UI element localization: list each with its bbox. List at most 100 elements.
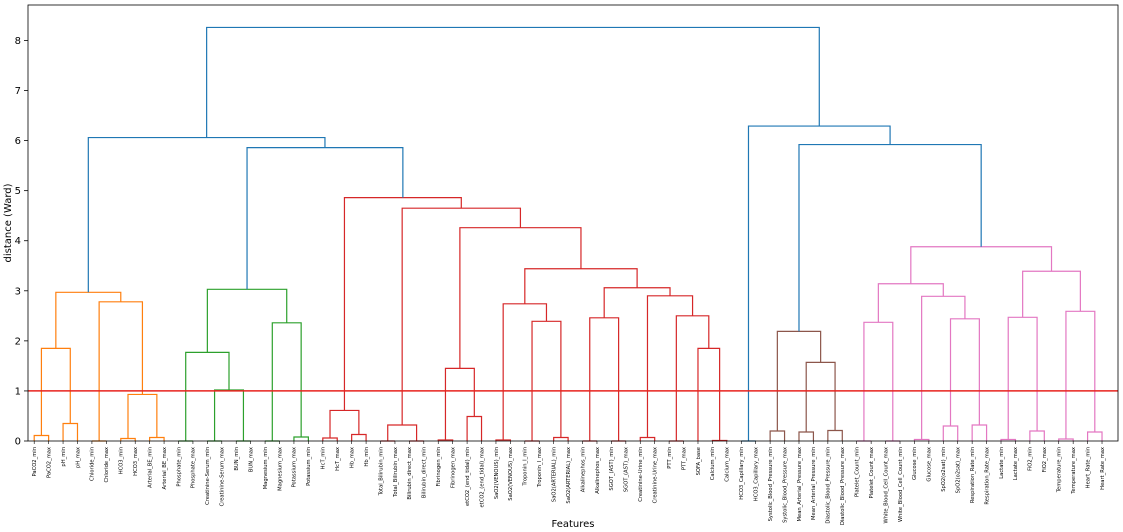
plot-background — [28, 5, 1118, 441]
leaf-label: Arterial_BE_min — [147, 447, 153, 488]
merge-link-g4 — [213, 389, 245, 441]
merge-link-r2 — [351, 433, 367, 441]
leaf-label: SaO2(VENOUS)_max — [508, 447, 514, 501]
leaf-label: Magnesium_max — [277, 447, 283, 491]
y-tick-label: 4 — [15, 236, 21, 247]
leaf-label: Creatinine-Urine_max — [652, 447, 658, 503]
leaf-label: Troponin_I_max — [537, 447, 543, 488]
leaf-label: HcT_min — [321, 447, 327, 469]
leaf-label: Glucose_min — [912, 447, 918, 480]
leaf-label: White_Blood_Cell_Count_max — [883, 447, 889, 524]
leaf-label: Diastolic_Blood_Pressure_min — [826, 447, 832, 524]
merge-link-r1 — [322, 437, 338, 441]
leaf-label: HCO3_Capillary_max — [754, 447, 760, 501]
merge-link-B2 — [87, 136, 326, 293]
leaf-labels: PaCO2_min PaCO2_max pH_min pH_max Chloride_m… — [32, 441, 1106, 525]
leaf-label: FiO2_max — [1042, 447, 1048, 472]
merge-link-r24 — [603, 287, 671, 318]
y-axis-title: distance (Ward) — [3, 183, 14, 262]
leaf-label: SaO2(ARTERIAL)_max — [566, 447, 572, 504]
merge-link-r7 — [437, 439, 454, 441]
leaf-label: Respiration_Rate_min — [970, 447, 976, 503]
leaf-label: Systolic_Blood_Pressure_max — [782, 447, 788, 523]
leaf-label: Calcium_min — [710, 447, 716, 480]
leaf-label: pH_min — [61, 447, 67, 467]
y-tick-label: 0 — [15, 437, 21, 448]
leaf-label: SGOT_(AST)_min — [609, 447, 615, 491]
leaf-label: Respiration_Rate_max — [984, 447, 990, 505]
leaf-label: HCO3_max — [133, 447, 139, 476]
leaf-label: Hb_max — [349, 447, 355, 468]
leaf-label: Heart_Rate_min — [1085, 447, 1091, 488]
leaf-label: SOFA_base — [696, 447, 702, 475]
merge-link-B1 — [246, 146, 404, 290]
leaf-label: Potassium_min — [306, 447, 312, 486]
merge-link-r10 — [495, 439, 511, 441]
leaf-label: Calcium_max — [725, 447, 731, 482]
merge-link-g9 — [206, 288, 288, 353]
leaf-label: PTT_min — [667, 447, 673, 469]
leaf-label: PaCO2_min — [32, 447, 38, 476]
leaf-label: Mean_Arterial_Pressure_min — [811, 447, 817, 520]
merge-link-p8 — [921, 295, 966, 440]
leaf-label: Creatinine-Serum_min — [205, 447, 211, 505]
leaf-label: Temperature_max — [1071, 447, 1077, 495]
leaf-label: Fibrinogen_min — [436, 447, 442, 487]
merge-link-r17 — [589, 317, 620, 441]
merge-link-b5 — [776, 330, 822, 431]
y-tick-label: 7 — [15, 86, 21, 97]
leaf-label: Creatinine-Urine_min — [638, 447, 644, 502]
y-tick-label: 2 — [15, 336, 21, 347]
leaf-label: SpO2(o2sat)_min — [941, 447, 947, 492]
leaf-label: SpO2(o2sat)_max — [956, 447, 962, 493]
leaf-label: HcT_max — [335, 447, 341, 471]
merge-link-r8 — [466, 415, 483, 441]
y-tick-label: 1 — [15, 386, 21, 397]
merge-link-B3 — [798, 143, 982, 332]
merge-link-g8 — [271, 322, 302, 441]
leaf-label: Potassium_max — [292, 447, 298, 487]
leaf-label: PTT_max — [681, 447, 687, 470]
leaf-label: HCO3_min — [119, 447, 125, 474]
merge-link-r26 — [459, 227, 582, 369]
merge-link-o3 — [40, 347, 71, 436]
merge-link-p4 — [913, 438, 930, 441]
leaf-label: Lactate_max — [1013, 447, 1019, 480]
leaf-label: pH_max — [75, 447, 81, 468]
leaf-label: etCO2_(end_tidal)_min — [465, 447, 471, 506]
leaf-label: Bilirubin_direct_min — [422, 447, 428, 498]
leaf-label: Fibrinogen_max — [450, 447, 456, 488]
y-axis: 0 1 2 3 4 5 6 7 8 — [15, 36, 28, 448]
plot-frame — [27, 4, 1119, 442]
leaf-label: SaO2(ARTERIAL)_min — [551, 447, 557, 502]
leaf-label: etCO2_(end_tidal)_max — [479, 447, 485, 508]
x-axis-title: Features — [552, 519, 595, 530]
merge-link-o7 — [127, 393, 158, 439]
merge-link-p6 — [971, 424, 988, 441]
merge-link-r21 — [697, 347, 721, 441]
leaf-label: Total_Bilirubin_min — [378, 447, 384, 496]
leaf-label: Creatinine-Serum_max — [220, 447, 226, 506]
merge-link-B5 — [206, 26, 820, 138]
leaf-label: Arterial_BE_max — [162, 447, 168, 489]
merge-link-r6 — [387, 424, 418, 441]
y-tick-label: 6 — [15, 136, 21, 147]
leaf-label: SGOT_(AST)_max — [624, 447, 630, 492]
leaf-label: SaO2(VENOUS)_min — [494, 447, 500, 499]
leaf-label: HCO3_Capillary_min — [739, 447, 745, 500]
y-tick-label: 5 — [15, 186, 21, 197]
leaf-label: PaCO2_max — [46, 447, 52, 478]
leaf-label: Diastolic_Blood_Pressure_max — [840, 447, 846, 525]
merge-link-p16 — [1022, 270, 1081, 318]
leaf-label: Platelet_Count_min — [855, 447, 861, 497]
leaf-label: BUN_min — [234, 447, 240, 471]
leaf-label: Temperature_min — [1057, 447, 1063, 493]
leaf-label: White_Blood_Cell_Count_min — [898, 447, 904, 522]
y-tick-label: 3 — [15, 286, 21, 297]
leaf-label: Alkalinephos_min — [580, 447, 586, 492]
leaf-label: Phosphate_max — [191, 447, 197, 488]
leaf-label: Total_Bilirubin_max — [393, 447, 399, 498]
leaf-label: Hb_min — [364, 447, 370, 467]
merge-link-p15 — [1065, 310, 1096, 439]
merge-link-p10 — [1000, 438, 1017, 441]
